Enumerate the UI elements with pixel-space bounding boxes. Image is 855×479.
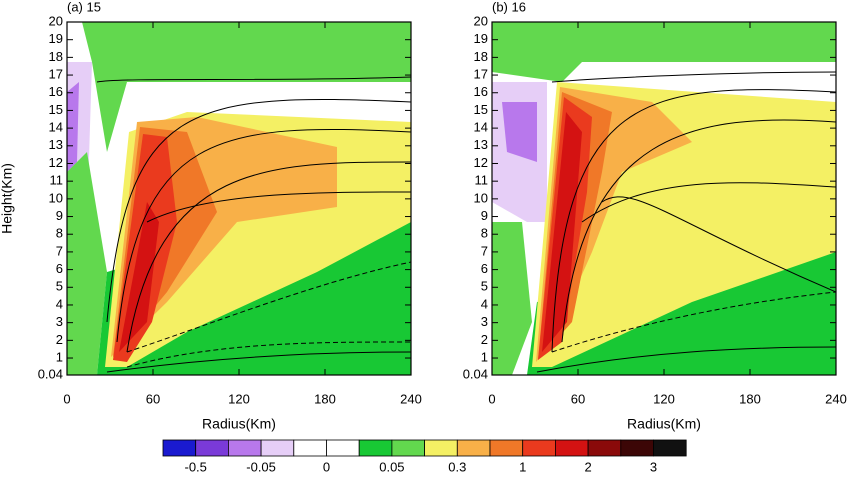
y-tick-label: 13	[49, 137, 63, 152]
y-axis-label: Height(Km)	[0, 163, 15, 234]
y-tick-label: 12	[49, 155, 63, 170]
colorbar-box	[293, 439, 327, 457]
panel-title: (b) 16	[492, 0, 526, 14]
y-tick-label: 11	[475, 173, 489, 188]
x-tick-label: 180	[314, 391, 336, 406]
y-tick-label: 1	[56, 349, 63, 364]
colorbar-box	[260, 439, 295, 457]
colorbar-box	[326, 439, 360, 457]
field	[492, 22, 836, 375]
y-tick-label: 15	[474, 102, 488, 117]
y-tick-label: 6	[481, 261, 488, 276]
colorbar-box	[555, 439, 589, 457]
colorbar-label: 2	[584, 459, 591, 474]
y-tick-label: 16	[474, 84, 488, 99]
y-tick-label: 10	[474, 190, 488, 205]
colorbar-box	[358, 439, 393, 457]
y-tick-label: 19	[474, 31, 488, 46]
y-tick-label: 16	[49, 84, 63, 99]
y-tick-label: 0.04	[463, 366, 488, 381]
x-tick-label: 0	[63, 391, 70, 406]
colorbar-label: -0.5	[184, 459, 206, 474]
y-tick-label: 7	[481, 243, 488, 258]
y-tick-label: 9	[56, 208, 63, 223]
x-axis-label: Radius(Km)	[627, 416, 701, 432]
y-tick-label: 4	[481, 296, 488, 311]
x-tick-label: 0	[488, 391, 495, 406]
y-tick-label: 18	[49, 49, 63, 64]
x-tick-label: 120	[228, 391, 250, 406]
y-tick-label: 4	[56, 296, 63, 311]
y-tick-label: 11	[50, 173, 64, 188]
colorbar-label: -0.05	[246, 459, 276, 474]
colorbar-box	[162, 439, 197, 457]
colorbar-box	[456, 439, 491, 457]
panel-title: (a) 15	[67, 0, 101, 14]
y-tick-label: 2	[56, 332, 63, 347]
colorbar-label: 0.05	[379, 459, 404, 474]
y-tick-label: 12	[474, 155, 488, 170]
colorbar-box	[653, 439, 687, 457]
colorbar-label: 1	[519, 459, 526, 474]
y-tick-label: 1	[481, 349, 488, 364]
x-tick-label: 60	[571, 391, 585, 406]
x-tick-label: 120	[653, 391, 675, 406]
y-tick-label: 20	[474, 13, 488, 28]
colorbar-label: 0	[323, 459, 330, 474]
y-tick-label: 17	[49, 66, 63, 81]
colorbar-box	[522, 439, 556, 457]
y-tick-label: 8	[56, 226, 63, 241]
y-tick-label: 17	[474, 66, 488, 81]
y-tick-label: 14	[49, 120, 63, 135]
y-tick-label: 6	[56, 261, 63, 276]
y-tick-label: 5	[481, 279, 488, 294]
colorbar-box	[424, 439, 458, 457]
colorbar-label: 3	[650, 459, 657, 474]
y-tick-label: 14	[474, 120, 488, 135]
y-tick-label: 3	[56, 314, 63, 329]
y-tick-label: 19	[49, 31, 63, 46]
colorbar-box	[620, 439, 654, 457]
y-tick-label: 10	[49, 190, 63, 205]
colorbar-box	[227, 439, 262, 457]
colorbar-label: 0.3	[448, 459, 466, 474]
y-tick-label: 20	[49, 13, 63, 28]
y-tick-label: 8	[481, 226, 488, 241]
x-tick-label: 60	[146, 391, 160, 406]
y-tick-label: 15	[49, 102, 63, 117]
x-axis-label: Radius(Km)	[202, 416, 276, 432]
y-tick-label: 2	[481, 332, 488, 347]
colorbar-box	[391, 439, 425, 457]
y-tick-label: 5	[56, 279, 63, 294]
y-tick-label: 3	[481, 314, 488, 329]
colorbar-box	[489, 439, 524, 457]
y-tick-label: 0.04	[38, 366, 63, 381]
colorbar-box	[587, 439, 622, 457]
y-tick-label: 13	[474, 137, 488, 152]
y-tick-label: 18	[474, 49, 488, 64]
field	[67, 22, 411, 375]
y-tick-label: 7	[56, 243, 63, 258]
x-tick-label: 180	[739, 391, 761, 406]
y-tick-label: 9	[481, 208, 488, 223]
x-tick-label: 240	[400, 391, 422, 406]
x-tick-label: 240	[825, 391, 847, 406]
colorbar-box	[195, 439, 229, 457]
